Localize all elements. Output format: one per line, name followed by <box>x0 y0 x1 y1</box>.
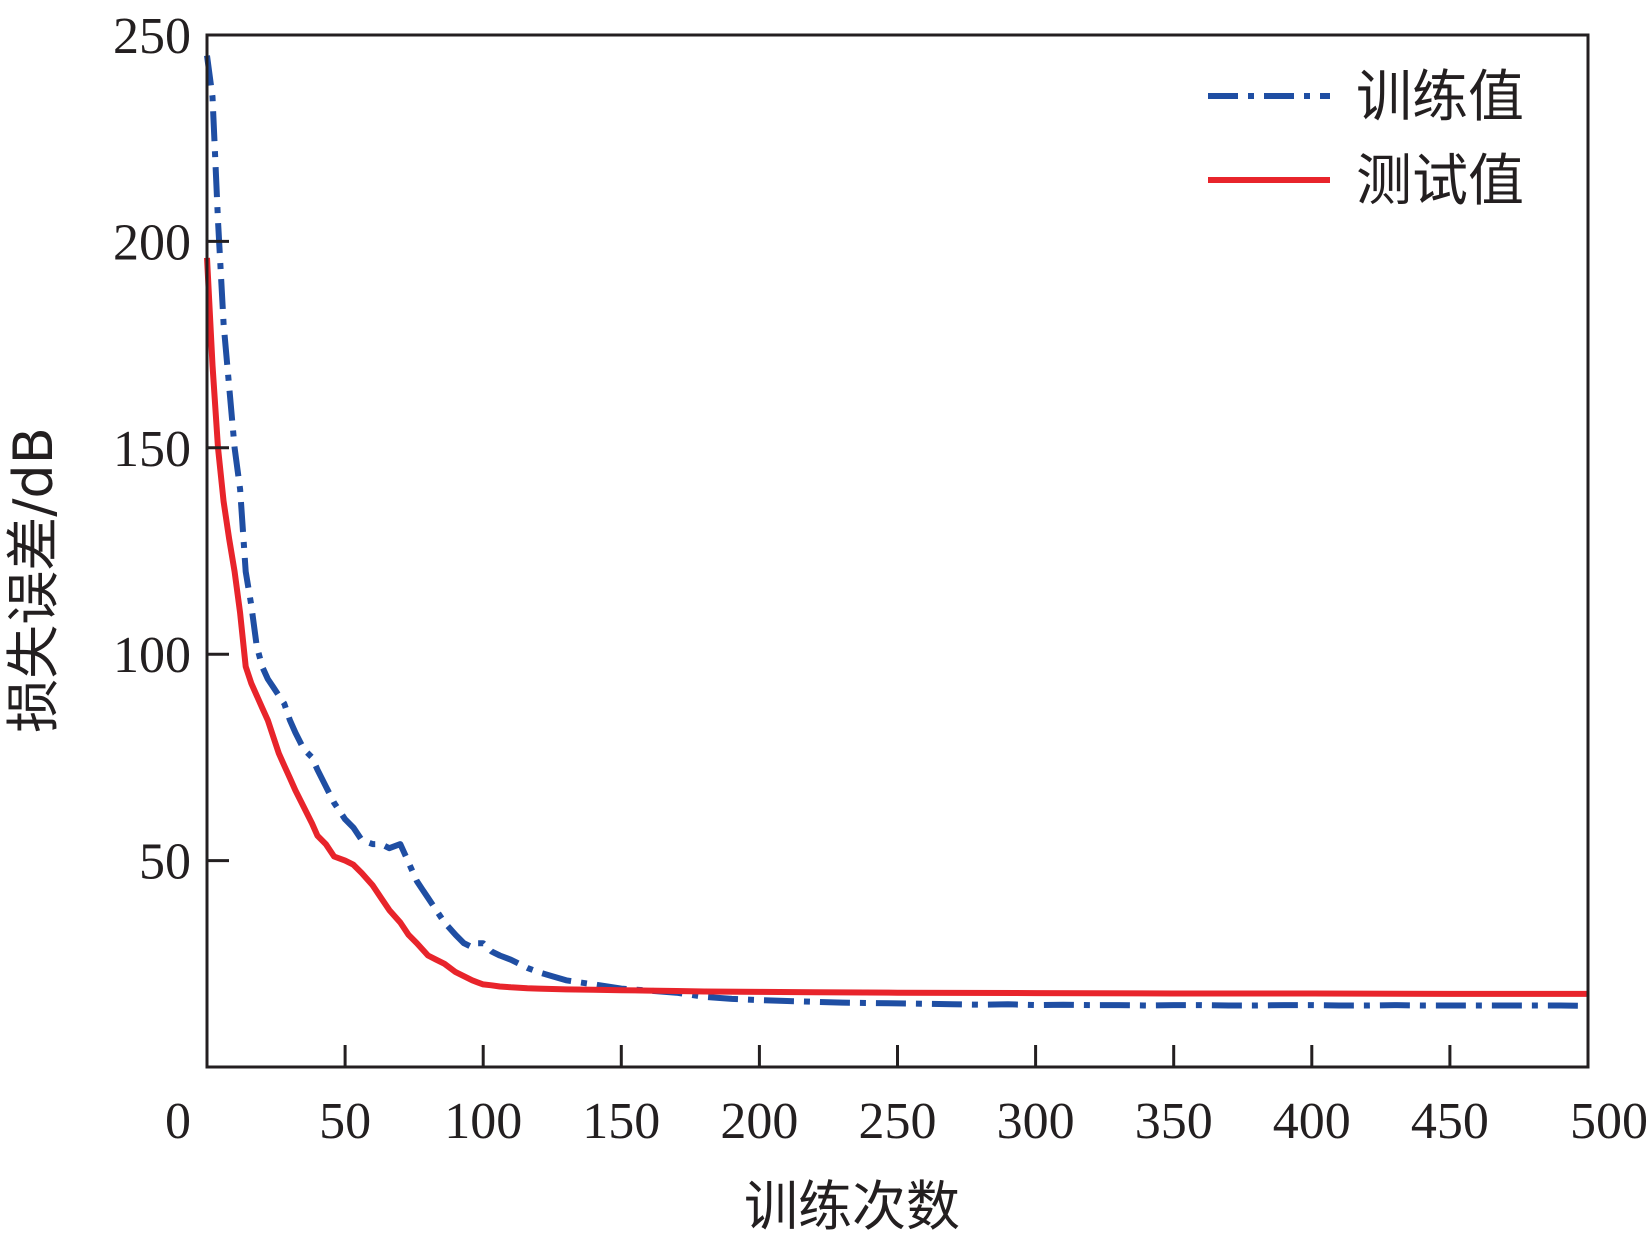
y-tick-label: 200 <box>113 214 191 271</box>
series-line-1 <box>204 55 1589 1009</box>
series-line-2 <box>204 257 1588 997</box>
x-tick-label: 200 <box>720 1093 798 1150</box>
legend-label-1: 训练值 <box>1356 65 1524 130</box>
y-tick-label: 50 <box>139 834 191 891</box>
x-tick-label: 300 <box>997 1093 1075 1150</box>
x-tick-label: 50 <box>319 1093 371 1150</box>
legend-label-2: 测试值 <box>1356 149 1524 214</box>
x-tick-label: 150 <box>582 1093 660 1150</box>
x-tick-label: 500 <box>1570 1093 1648 1150</box>
y-tick-label: 250 <box>113 8 191 65</box>
series-layer <box>204 55 1589 1009</box>
x-tick-label: 350 <box>1135 1093 1213 1150</box>
x-tick-label: 250 <box>859 1093 937 1150</box>
y-axis-title: 损失误差/dB <box>2 427 65 733</box>
axis-layer: 0 50 100 150 200 250 300 350 400 450 500 50 100 150 20… <box>113 8 1648 1150</box>
x-tick-label: 400 <box>1273 1093 1351 1150</box>
x-tick-label: 450 <box>1411 1093 1489 1150</box>
y-tick-label: 100 <box>113 627 191 684</box>
y-tick-label: 150 <box>113 421 191 478</box>
x-axis-title: 训练次数 <box>744 1175 960 1238</box>
x-tick-label: 100 <box>444 1093 522 1150</box>
x-tick-label: 0 <box>165 1093 191 1150</box>
